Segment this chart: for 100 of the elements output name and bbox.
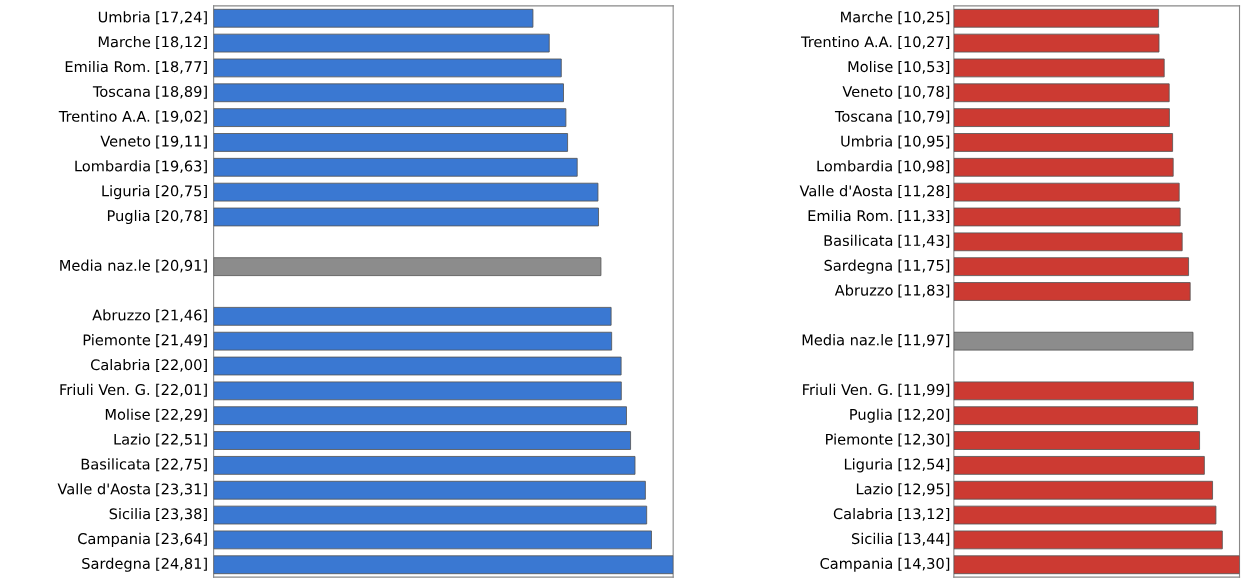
data-label: [19,11]	[156, 135, 207, 149]
bar	[213, 431, 631, 450]
bar	[953, 456, 1205, 475]
y-tick-label: Lazio	[856, 483, 893, 495]
data-label: [10,98]	[898, 160, 950, 174]
y-tick-label: Emilia Rom.	[65, 60, 150, 73]
data-label: [10,79]	[898, 110, 950, 124]
data-label: [21,49]	[156, 334, 207, 348]
data-label: [24,81]	[156, 557, 207, 571]
data-label: [11,83]	[898, 284, 950, 298]
bar	[213, 182, 599, 202]
data-label: [19,02]	[156, 110, 207, 124]
bar	[953, 406, 1198, 426]
bar	[213, 306, 612, 326]
data-label: [23,64]	[156, 532, 207, 546]
y-tick-label: Marche	[98, 36, 151, 48]
data-label: [12,95]	[898, 483, 950, 497]
data-label: [13,44]	[898, 532, 950, 546]
y-tick-label: Piemonte	[826, 433, 893, 445]
y-tick-label: Sardegna	[82, 557, 150, 572]
data-label: [22,75]	[156, 458, 207, 472]
bar	[953, 282, 1191, 301]
y-tick-label: Toscana	[92, 86, 150, 97]
data-label: [14,30]	[898, 557, 950, 571]
y-tick-label: Lombardia	[75, 160, 150, 172]
y-tick-label: Abruzzo	[834, 284, 893, 296]
y-tick-label: Liguria	[102, 185, 150, 200]
y-tick-label: Sicilia	[109, 508, 150, 520]
data-label: [11,28]	[898, 185, 950, 199]
data-label: [20,78]	[156, 209, 207, 223]
bar	[953, 431, 1200, 450]
y-tick-label: Puglia	[850, 408, 892, 423]
bar	[953, 505, 1217, 525]
y-tick-label: Emilia Rom.	[808, 209, 892, 222]
y-tick-label: Basilicata	[824, 234, 893, 247]
data-label: [10,25]	[898, 11, 950, 25]
bar	[213, 381, 622, 401]
bar	[953, 108, 1170, 127]
data-label: [18,12]	[156, 36, 207, 50]
data-label: [20,91]	[156, 259, 207, 273]
bar	[213, 58, 562, 78]
data-label: [11,99]	[898, 383, 950, 397]
data-label: [10,27]	[898, 36, 950, 50]
data-label: [22,51]	[156, 433, 207, 447]
data-label: [12,20]	[898, 408, 950, 422]
y-tick-label: Piemonte	[83, 334, 151, 346]
data-label: [18,77]	[156, 60, 207, 74]
y-tick-label: Puglia	[107, 209, 150, 225]
y-tick-label: Veneto	[100, 135, 151, 147]
data-label: [21,46]	[156, 309, 207, 323]
data-label: [11,33]	[898, 209, 950, 223]
bar	[953, 480, 1213, 500]
data-label: [22,00]	[156, 358, 207, 372]
y-tick-label: Trentino A.A.	[800, 36, 892, 48]
bar	[953, 83, 1170, 103]
data-label: [23,38]	[156, 508, 207, 522]
bar	[953, 530, 1223, 550]
bar	[213, 108, 567, 127]
data-label: [19,63]	[156, 160, 207, 174]
y-tick-label: Marche	[841, 11, 893, 23]
y-tick-label: Calabria	[833, 508, 892, 520]
y-tick-label: Valle d'Aosta	[799, 185, 892, 197]
bar	[213, 331, 613, 351]
bar	[213, 133, 569, 152]
bar	[213, 406, 627, 426]
bar	[213, 356, 622, 376]
y-tick-label: Basilicata	[81, 458, 150, 470]
data-label: [10,53]	[898, 60, 950, 74]
data-label: [10,78]	[898, 85, 950, 99]
y-tick-label: Media naz.le	[802, 334, 893, 346]
data-label: [11,97]	[898, 334, 950, 348]
bar	[953, 33, 1160, 53]
bar	[213, 456, 636, 475]
bar	[213, 257, 602, 277]
y-tick-label: Umbria	[841, 135, 892, 147]
y-tick-label: Trentino A.A.	[58, 110, 150, 122]
data-label: [22,01]	[156, 383, 207, 397]
bar	[953, 8, 1160, 28]
y-tick-label: Valle d'Aosta	[57, 483, 150, 495]
data-label: [12,30]	[898, 433, 950, 447]
y-tick-label: Friuli Ven. G.	[803, 383, 892, 396]
data-label: [11,43]	[898, 234, 950, 248]
data-label: [12,54]	[898, 458, 950, 472]
bar	[953, 207, 1181, 227]
y-tick-label: Friuli Ven. G.	[60, 383, 150, 396]
y-tick-label: Umbria	[98, 11, 150, 23]
data-label: [18,89]	[156, 85, 207, 99]
bar	[213, 157, 578, 177]
bar	[213, 83, 564, 103]
bar	[213, 8, 534, 28]
bar	[953, 257, 1189, 277]
y-tick-label: Campania	[820, 557, 892, 572]
bar	[953, 182, 1180, 202]
y-tick-label: Lombardia	[817, 160, 892, 172]
y-tick-label: Abruzzo	[92, 309, 151, 321]
data-label: [10,95]	[898, 135, 950, 149]
data-label: [22,29]	[156, 408, 207, 422]
bar	[213, 530, 652, 550]
y-tick-label: Sardegna	[824, 259, 892, 274]
data-label: [13,12]	[898, 508, 950, 522]
